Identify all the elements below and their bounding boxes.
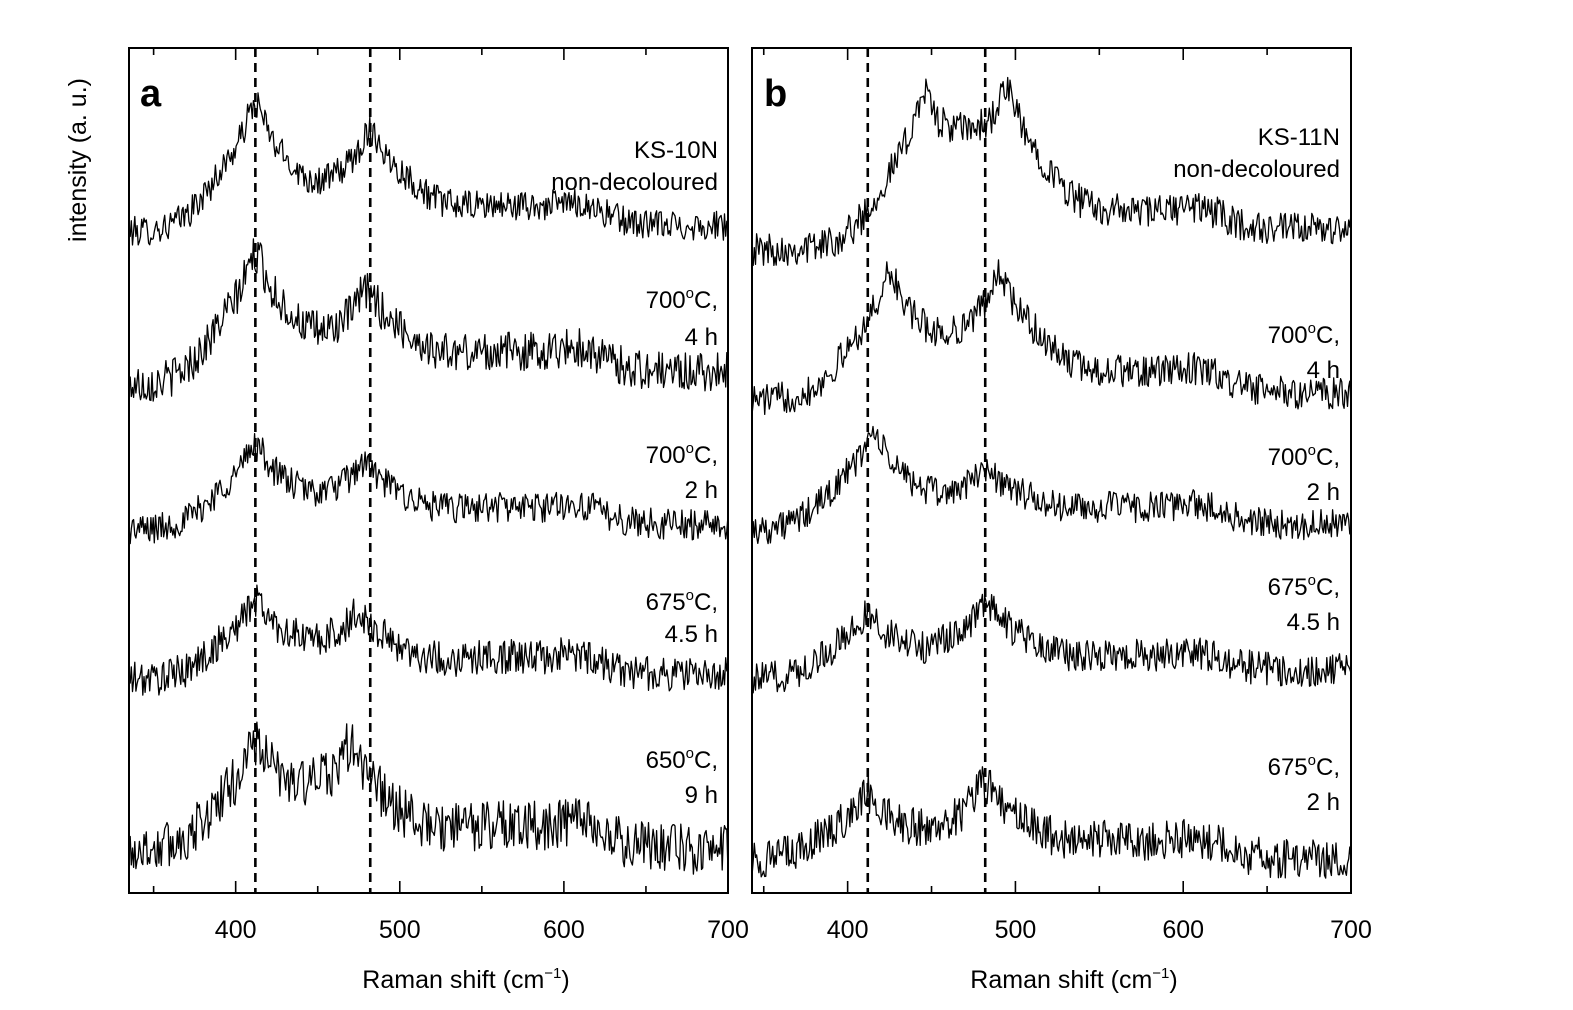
curve-label: 4.5 h: [1287, 609, 1340, 636]
panel-a-reference-lines: [254, 48, 372, 893]
curve-label: 2 h: [1307, 789, 1340, 816]
spectrum-line: [751, 766, 1352, 879]
spectrum-line: [128, 584, 729, 696]
y-axis-label: intensity (a. u.): [64, 78, 92, 242]
curve-label: 700oC,: [1268, 320, 1340, 349]
curve-label: non-decoloured: [551, 169, 718, 196]
panel-a-frame: [128, 47, 729, 894]
spectrum-line: [128, 432, 729, 545]
x-tick-label: 700: [1330, 916, 1372, 944]
panel-a: a 400 500 600 700 KS-10N non-decoloured 700oC…: [128, 47, 749, 994]
x-tick-label: 400: [827, 916, 869, 944]
curve-label: 2 h: [685, 477, 718, 504]
spectrum-line: [128, 92, 729, 246]
panel-a-letter: a: [140, 73, 162, 115]
panel-b: b 400 500 600 700 KS-11N non-decoloured 700oC…: [751, 47, 1372, 994]
panel-a-ticks: 400 500 600 700: [152, 48, 749, 944]
curve-label: 2 h: [1307, 479, 1340, 506]
spectrum-line: [751, 76, 1352, 267]
panel-b-frame: [751, 47, 1352, 894]
curve-label: 4 h: [685, 324, 718, 351]
x-tick-label: 700: [707, 916, 749, 944]
curve-label: KS-10N: [634, 137, 718, 164]
spectrum-line: [128, 238, 729, 402]
x-tick-label: 600: [1162, 916, 1204, 944]
spectrum-line: [128, 721, 729, 875]
panel-a-curve-labels: KS-10N non-decoloured 700oC, 4 h 700oC, 2 h 67…: [551, 137, 718, 809]
curve-label: 700oC,: [646, 285, 718, 314]
curve-label: 700oC,: [646, 440, 718, 469]
spectrum-line: [751, 425, 1352, 545]
x-tick-label: 500: [379, 916, 421, 944]
panel-a-spectra: [128, 92, 729, 875]
curve-label: 4.5 h: [665, 621, 718, 648]
curve-label: 9 h: [685, 782, 718, 809]
curve-label: 675oC,: [646, 587, 718, 616]
x-tick-label: 500: [995, 916, 1037, 944]
curve-label: 650oC,: [646, 745, 718, 774]
curve-label: 4 h: [1307, 357, 1340, 384]
spectrum-line: [751, 259, 1352, 416]
x-tick-label: 600: [543, 916, 585, 944]
panel-b-reference-lines: [866, 48, 987, 893]
panel-b-curve-labels: KS-11N non-decoloured 700oC, 4 h 700oC, 2 h 67…: [1173, 124, 1340, 816]
spectrum-line: [751, 593, 1352, 695]
panel-a-x-axis-label: Raman shift (cm−1): [362, 965, 569, 994]
panel-b-x-axis-label: Raman shift (cm−1): [970, 965, 1177, 994]
curve-label: 675oC,: [1268, 752, 1340, 781]
curve-label: 675oC,: [1268, 572, 1340, 601]
panel-b-letter: b: [764, 73, 787, 115]
curve-label: non-decoloured: [1173, 156, 1340, 183]
panel-b-spectra: [751, 76, 1352, 879]
panel-b-ticks: 400 500 600 700: [762, 48, 1372, 944]
curve-label: 700oC,: [1268, 442, 1340, 471]
x-tick-label: 400: [215, 916, 257, 944]
curve-label: KS-11N: [1258, 124, 1340, 151]
